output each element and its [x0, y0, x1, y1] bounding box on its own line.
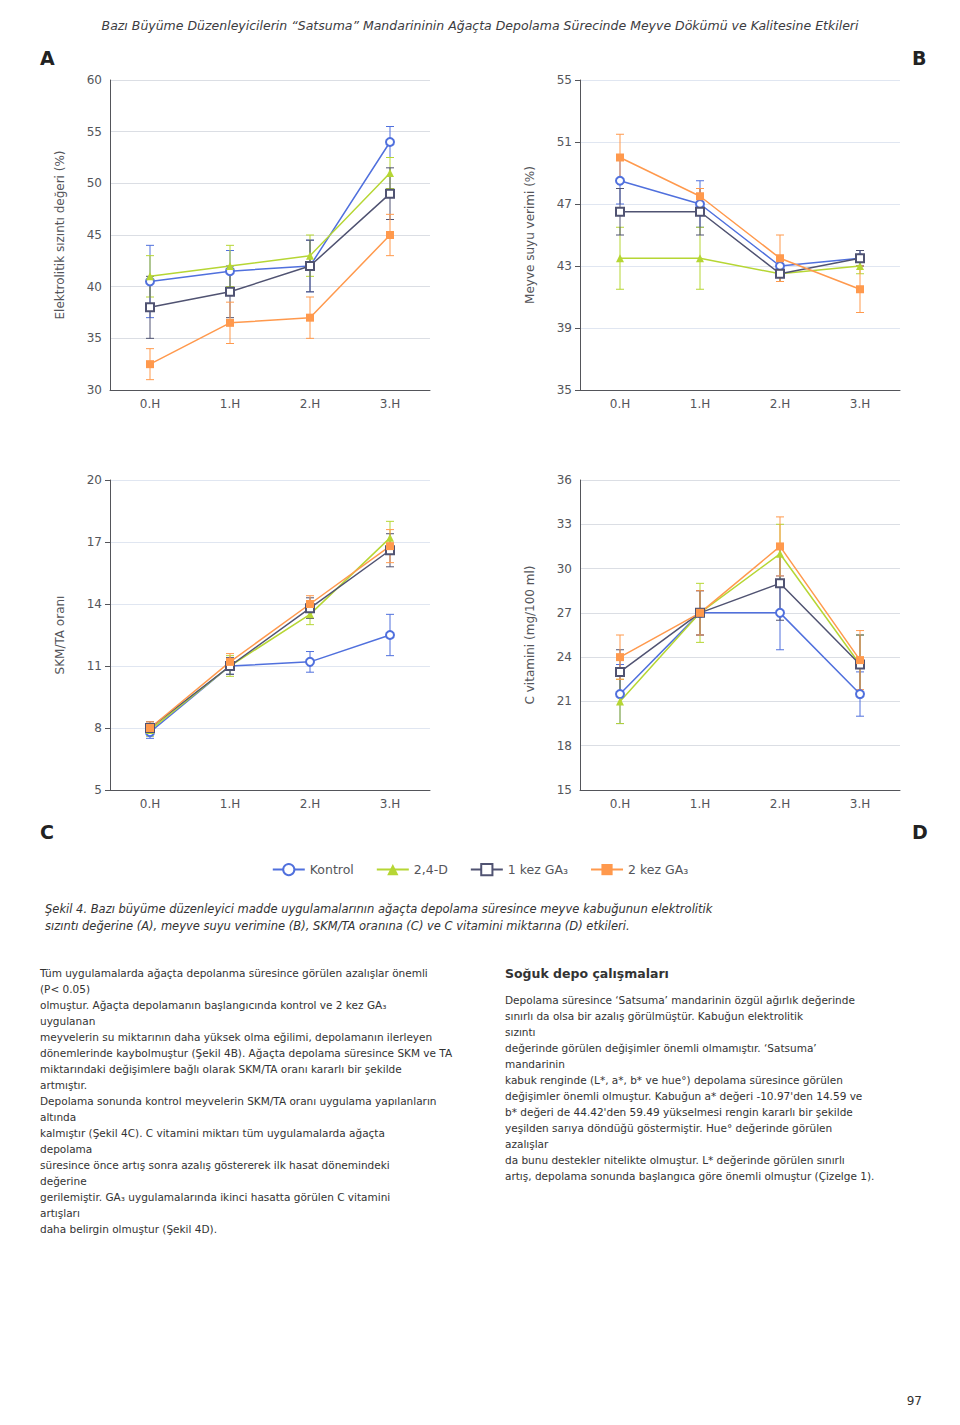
svg-text:15: 15	[557, 783, 572, 797]
svg-text:2.H: 2.H	[770, 797, 790, 811]
svg-text:35: 35	[87, 331, 102, 345]
svg-text:da bunu destekler nitelikte ol: da bunu destekler nitelikte olmuştur. L*…	[505, 1154, 845, 1166]
svg-text:5: 5	[94, 783, 102, 797]
svg-text:b* değeri de 44.42'den 59.49 y: b* değeri de 44.42'den 59.49 yükselmesi …	[505, 1106, 853, 1118]
svg-text:2,4-D: 2,4-D	[414, 862, 448, 877]
svg-text:39: 39	[557, 321, 572, 335]
svg-text:meyvelerin su miktarının daha: meyvelerin su miktarının daha yüksek olm…	[40, 1031, 432, 1043]
svg-text:2.H: 2.H	[770, 397, 790, 411]
svg-text:2.H: 2.H	[300, 797, 320, 811]
svg-text:A: A	[40, 47, 55, 69]
svg-text:Elektrolitik sızıntı değeri (%: Elektrolitik sızıntı değeri (%)	[53, 151, 67, 320]
svg-text:97: 97	[907, 1394, 922, 1408]
svg-text:24: 24	[557, 650, 572, 664]
svg-text:değişimler önemli olmuştur. Ka: değişimler önemli olmuştur. Kabuğun a* d…	[505, 1090, 862, 1102]
svg-text:3.H: 3.H	[380, 397, 400, 411]
svg-text:45: 45	[87, 228, 102, 242]
svg-text:daha belirgin olmuştur (Şekil: daha belirgin olmuştur (Şekil 4D).	[40, 1223, 217, 1235]
svg-text:55: 55	[557, 73, 572, 87]
svg-text:1.H: 1.H	[220, 797, 240, 811]
svg-text:17: 17	[87, 535, 102, 549]
svg-text:yeşilden sarıya döndüğü göster: yeşilden sarıya döndüğü göstermiştir. Hu…	[505, 1122, 836, 1134]
svg-text:C vitamini (mg/100 ml): C vitamini (mg/100 ml)	[523, 566, 537, 705]
svg-text:1.H: 1.H	[690, 397, 710, 411]
svg-text:değerinde görülen değişimler ö: değerinde görülen değişimler önemli olma…	[505, 1042, 820, 1054]
svg-text:olmuştur. Ağaçta depolamanın b: olmuştur. Ağaçta depolamanın başlangıcın…	[40, 999, 390, 1011]
svg-text:sızıntı: sızıntı	[505, 1026, 536, 1038]
svg-text:8: 8	[94, 721, 102, 735]
svg-text:2 kez GA₃: 2 kez GA₃	[628, 862, 688, 877]
svg-text:36: 36	[557, 473, 572, 487]
svg-text:30: 30	[87, 383, 102, 397]
svg-text:47: 47	[557, 197, 572, 211]
svg-text:Depolama sonunda kontrol meyve: Depolama sonunda kontrol meyvelerin SKM/…	[40, 1095, 440, 1107]
svg-text:depolama: depolama	[40, 1143, 92, 1155]
svg-text:35: 35	[557, 383, 572, 397]
svg-text:0.H: 0.H	[140, 397, 160, 411]
svg-text:uygulanan: uygulanan	[40, 1015, 95, 1027]
svg-text:kalmıştır (Şekil 4C). C vitami: kalmıştır (Şekil 4C). C vitamini miktarı…	[40, 1127, 388, 1139]
svg-text:Soğuk depo çalışmaları: Soğuk depo çalışmaları	[505, 966, 669, 981]
svg-text:1 kez GA₃: 1 kez GA₃	[508, 862, 568, 877]
svg-text:3.H: 3.H	[380, 797, 400, 811]
svg-text:mandarinin: mandarinin	[505, 1058, 565, 1070]
svg-text:artmıştır.: artmıştır.	[40, 1079, 87, 1091]
svg-text:11: 11	[87, 659, 102, 673]
svg-text:33: 33	[557, 517, 572, 531]
svg-text:sınırlı da olsa bir azalış gör: sınırlı da olsa bir azalış görülmüştür. …	[505, 1010, 806, 1022]
svg-text:C: C	[40, 821, 54, 843]
svg-text:14: 14	[87, 597, 102, 611]
svg-text:51: 51	[557, 135, 572, 149]
svg-text:D: D	[912, 821, 928, 843]
svg-text:Kontrol: Kontrol	[310, 862, 354, 877]
svg-text:43: 43	[557, 259, 572, 273]
svg-text:1.H: 1.H	[220, 397, 240, 411]
svg-text:gerilemiştir. GA₃ uygulamaları: gerilemiştir. GA₃ uygulamalarında ikinci…	[40, 1191, 394, 1203]
svg-text:artış, depolama sonunda başlan: artış, depolama sonunda başlangıca göre …	[505, 1170, 874, 1182]
svg-text:sızıntı değerine (A), meyve su: sızıntı değerine (A), meyve suyu verimin…	[45, 919, 630, 933]
svg-text:2.H: 2.H	[300, 397, 320, 411]
svg-text:20: 20	[87, 473, 102, 487]
svg-text:altında: altında	[40, 1111, 76, 1123]
svg-text:0.H: 0.H	[140, 797, 160, 811]
svg-text:3.H: 3.H	[850, 397, 870, 411]
svg-text:Şekil 4. Bazı büyüme düzenleyi: Şekil 4. Bazı büyüme düzenleyici madde u…	[45, 902, 716, 916]
svg-text:55: 55	[87, 125, 102, 139]
svg-text:Depolama süresince ‘Satsuma’ m: Depolama süresince ‘Satsuma’ mandarinin …	[505, 994, 855, 1006]
svg-text:50: 50	[87, 176, 102, 190]
svg-text:21: 21	[557, 694, 572, 708]
svg-text:azalışlar: azalışlar	[505, 1138, 549, 1150]
svg-text:değerine: değerine	[40, 1175, 87, 1187]
svg-text:artışları: artışları	[40, 1207, 80, 1219]
svg-text:kabuk renginde (L*, a*, b* ve: kabuk renginde (L*, a*, b* ve hue°) depo…	[505, 1074, 843, 1086]
svg-text:40: 40	[87, 280, 102, 294]
svg-text:Meyve suyu verimi (%): Meyve suyu verimi (%)	[523, 166, 537, 304]
svg-text:dönemlerinde kaybolmuştur (Şek: dönemlerinde kaybolmuştur (Şekil 4B). Ağ…	[40, 1047, 453, 1059]
svg-text:0.H: 0.H	[610, 797, 630, 811]
svg-text:3.H: 3.H	[850, 797, 870, 811]
svg-text:Bazı Büyüme Düzenleyicilerin “: Bazı Büyüme Düzenleyicilerin “Satsuma” M…	[102, 18, 859, 33]
svg-text:18: 18	[557, 739, 572, 753]
svg-text:0.H: 0.H	[610, 397, 630, 411]
svg-text:B: B	[912, 47, 926, 69]
svg-text:(P< 0.05): (P< 0.05)	[40, 983, 90, 995]
svg-text:süresince önce artış sonra aza: süresince önce artış sonra azalış göster…	[40, 1159, 393, 1171]
svg-text:27: 27	[557, 606, 572, 620]
svg-text:miktarındaki değişimlere bağlı: miktarındaki değişimlere bağlı olarak SK…	[40, 1063, 405, 1075]
svg-text:60: 60	[87, 73, 102, 87]
svg-text:SKM/TA oranı: SKM/TA oranı	[53, 596, 67, 675]
svg-text:Tüm uygulamalarda ağaçta depol: Tüm uygulamalarda ağaçta depolanma süres…	[39, 967, 431, 979]
svg-text:1.H: 1.H	[690, 797, 710, 811]
svg-text:30: 30	[557, 562, 572, 576]
